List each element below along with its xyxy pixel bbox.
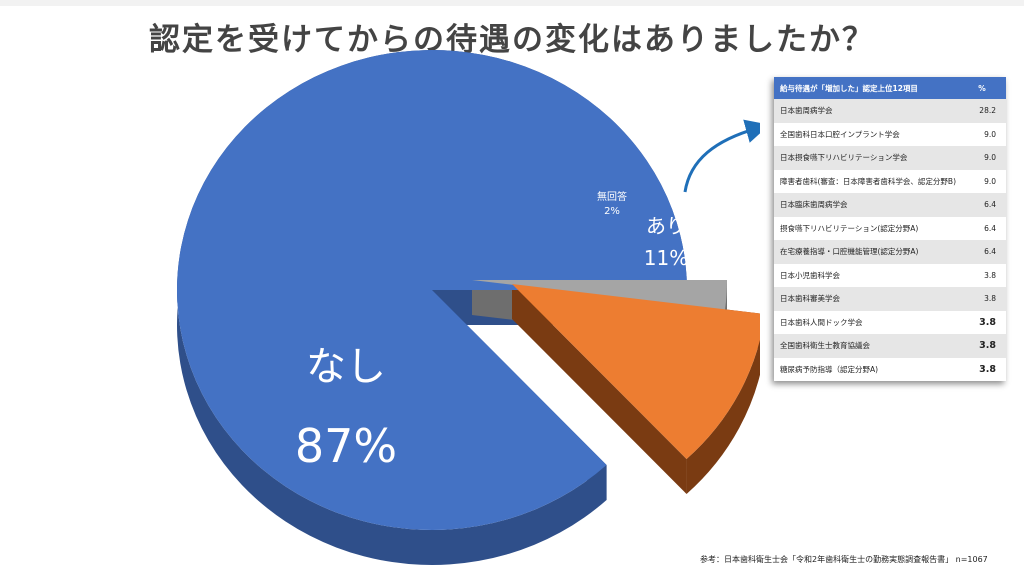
table-cell-pct: 9.0 — [962, 146, 1006, 170]
table-cell-item: 日本歯科人間ドック学会 — [774, 310, 962, 334]
table-row: 在宅療養指導・口腔機能管理(認定分野A) 6.4 — [774, 240, 1006, 264]
table-row: 糖尿病予防指導（認定分野A) 3.8 — [774, 357, 1006, 381]
table-row: 日本歯科人間ドック学会 3.8 — [774, 310, 1006, 334]
table-cell-pct: 6.4 — [962, 240, 1006, 264]
table-cell-pct: 3.8 — [962, 263, 1006, 287]
slice-value-ari: 11% — [644, 246, 688, 270]
table-cell-item: 全国歯科衛生士教育協議会 — [774, 334, 962, 358]
pointer-arrow — [683, 119, 760, 193]
page-title: 認定を受けてからの待遇の変化はありましたか？ — [149, 22, 875, 58]
table-cell-item: 糖尿病予防指導（認定分野A) — [774, 357, 962, 381]
table-cell-item: 日本小児歯科学会 — [774, 263, 962, 287]
table-row: 摂食嚥下リハビリテーション(認定分野A) 6.4 — [774, 216, 1006, 240]
table-row: 障害者歯科(審査：日本障害者歯科学会、認定分野B) 9.0 — [774, 169, 1006, 193]
table-row: 全国歯科日本口腔インプラント学会 9.0 — [774, 122, 1006, 146]
table-cell-pct: 28.2 — [962, 99, 1006, 123]
table-cell-item: 日本歯周病学会 — [774, 99, 962, 123]
slice-value-nashi: 87% — [295, 419, 397, 473]
pie-slice-ari-edge — [686, 339, 760, 494]
table-cell-pct: 3.8 — [962, 357, 1006, 381]
table-row: 日本摂食嚥下リハビリテーション学会 9.0 — [774, 146, 1006, 170]
table-cell-pct: 3.8 — [962, 287, 1006, 311]
table-header-pct: % — [962, 77, 1006, 99]
table-cell-pct: 9.0 — [962, 122, 1006, 146]
slice-label-nashi: なし — [306, 344, 386, 390]
slice-label-ari: あり — [646, 214, 686, 238]
table-cell-pct: 3.8 — [962, 334, 1006, 358]
table-cell-item: 日本歯科審美学会 — [774, 287, 962, 311]
table-header-row: 給与待遇が「増加した」認定上位12項目 % — [774, 77, 1006, 99]
pie-tops — [177, 50, 760, 531]
pie-slice-ari — [512, 284, 760, 459]
table-cell-pct: 9.0 — [962, 169, 1006, 193]
slice-label-no-answer: 無回答 — [597, 190, 627, 203]
table-header-item: 給与待遇が「増加した」認定上位12項目 — [774, 77, 962, 99]
table-cell-item: 全国歯科日本口腔インプラント学会 — [774, 122, 962, 146]
top12-table: 給与待遇が「増加した」認定上位12項目 % 日本歯周病学会 28.2 全国歯科日本口… — [774, 77, 1006, 381]
top-band — [0, 0, 1024, 6]
table-row: 日本臨床歯周病学会 6.4 — [774, 193, 1006, 217]
table-cell-item: 日本摂食嚥下リハビリテーション学会 — [774, 146, 962, 170]
table-cell-item: 摂食嚥下リハビリテーション(認定分野A) — [774, 216, 962, 240]
table-cell-item: 在宅療養指導・口腔機能管理(認定分野A) — [774, 240, 962, 264]
table-cell-pct: 6.4 — [962, 216, 1006, 240]
slice-value-no-answer: 2% — [604, 206, 620, 217]
table-cell-pct: 6.4 — [962, 193, 1006, 217]
table-row: 全国歯科衛生士教育協議会 3.8 — [774, 334, 1006, 358]
table-row: 日本歯科審美学会 3.8 — [774, 287, 1006, 311]
table-row: 日本歯周病学会 28.2 — [774, 99, 1006, 123]
pie-slice-nashi — [177, 50, 687, 531]
pie-chart: なし 87% あり 11% 無回答 2% — [176, 50, 760, 566]
source-note: 参考：日本歯科衛生士会「令和2年歯科衛生士の勤務実態調査報告書」 n=1067 — [700, 555, 988, 564]
table-row: 日本小児歯科学会 3.8 — [774, 263, 1006, 287]
table-cell-item: 障害者歯科(審査：日本障害者歯科学会、認定分野B) — [774, 169, 962, 193]
table-cell-pct: 3.8 — [962, 310, 1006, 334]
table-cell-item: 日本臨床歯周病学会 — [774, 193, 962, 217]
